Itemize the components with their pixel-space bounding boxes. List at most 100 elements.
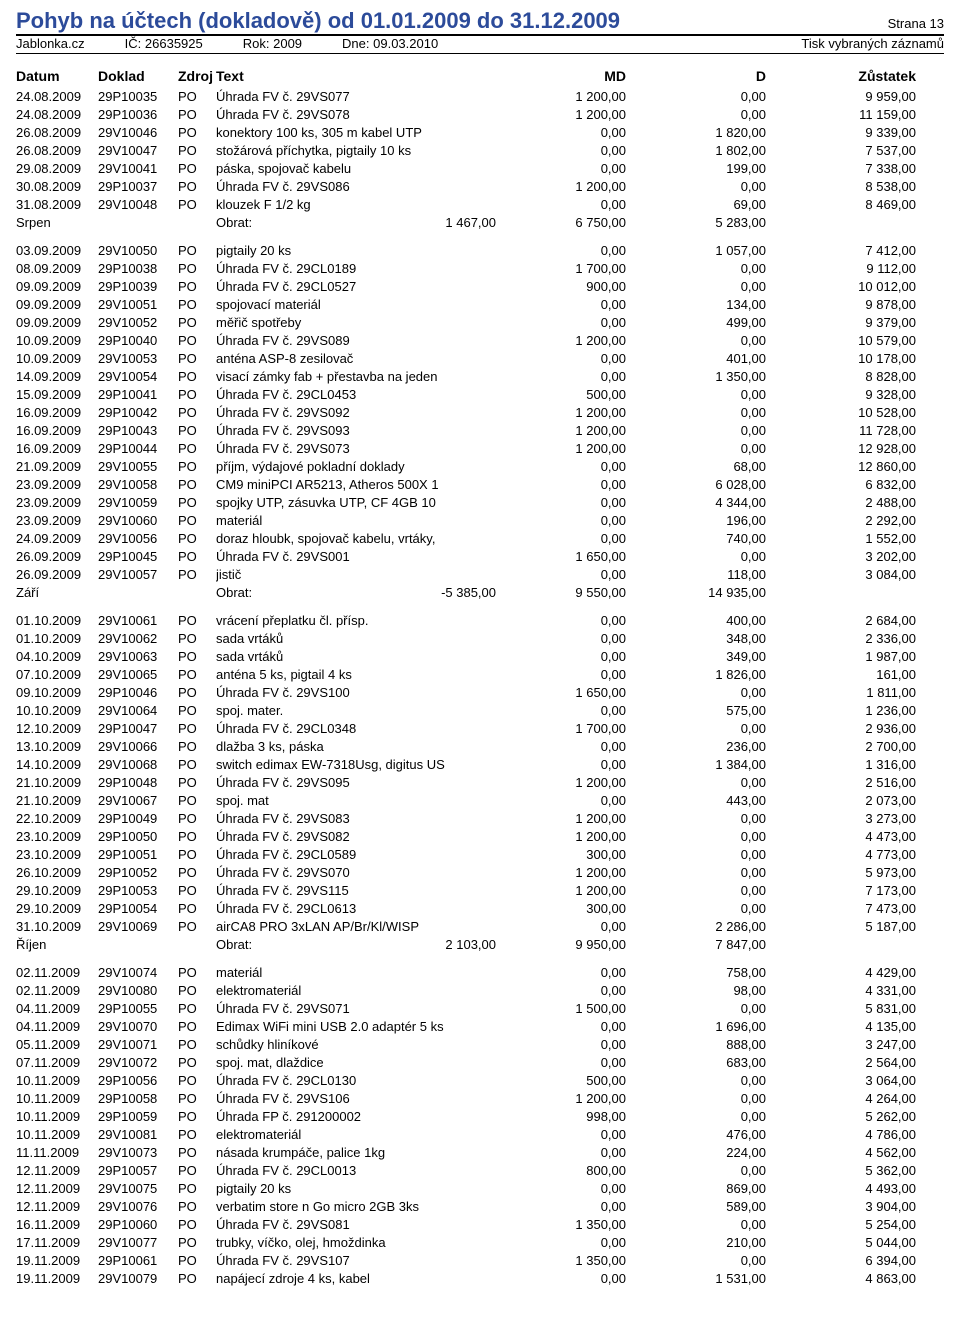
cell-zdroj: PO xyxy=(178,404,216,422)
cell-zdroj: PO xyxy=(178,900,216,918)
table-row: 26.09.200929P10045POÚhrada FV č. 29VS001… xyxy=(16,548,944,566)
cell-md: 0,00 xyxy=(496,648,626,666)
cell-d: 575,00 xyxy=(626,702,766,720)
table-row: 14.09.200929V10054POvisací zámky fab + p… xyxy=(16,368,944,386)
subtotal-obrat-label: Obrat: xyxy=(216,214,336,232)
cell-datum: 14.09.2009 xyxy=(16,368,98,386)
cell-text: Úhrada FV č. 29VS071 xyxy=(216,1000,496,1018)
cell-zustatek: 2 292,00 xyxy=(766,512,916,530)
cell-text: Úhrada FV č. 29VS095 xyxy=(216,774,496,792)
table-row: 10.09.200929V10053POanténa ASP-8 zesilov… xyxy=(16,350,944,368)
table-row: 23.10.200929P10050POÚhrada FV č. 29VS082… xyxy=(16,828,944,846)
cell-zdroj: PO xyxy=(178,810,216,828)
col-header-md: MD xyxy=(496,68,626,84)
cell-doklad: 29V10050 xyxy=(98,242,178,260)
cell-md: 0,00 xyxy=(496,1018,626,1036)
table-row: 19.11.200929V10079POnapájecí zdroje 4 ks… xyxy=(16,1270,944,1288)
cell-zustatek: 11 159,00 xyxy=(766,106,916,124)
cell-zdroj: PO xyxy=(178,792,216,810)
cell-zustatek: 12 860,00 xyxy=(766,458,916,476)
cell-zustatek: 1 316,00 xyxy=(766,756,916,774)
cell-md: 0,00 xyxy=(496,756,626,774)
table-row: 12.11.200929V10076POverbatim store n Go … xyxy=(16,1198,944,1216)
cell-datum: 16.09.2009 xyxy=(16,404,98,422)
company-name: Jablonka.cz xyxy=(16,36,85,51)
cell-doklad: 29V10055 xyxy=(98,458,178,476)
cell-md: 0,00 xyxy=(496,160,626,178)
cell-text: Úhrada FV č. 29VS073 xyxy=(216,440,496,458)
cell-zdroj: PO xyxy=(178,1072,216,1090)
cell-datum: 29.10.2009 xyxy=(16,882,98,900)
cell-text: Úhrada FV č. 29VS089 xyxy=(216,332,496,350)
table-row: 26.10.200929P10052POÚhrada FV č. 29VS070… xyxy=(16,864,944,882)
cell-d: 210,00 xyxy=(626,1234,766,1252)
cell-d: 0,00 xyxy=(626,1252,766,1270)
cell-zustatek: 4 562,00 xyxy=(766,1144,916,1162)
cell-zdroj: PO xyxy=(178,630,216,648)
cell-d: 0,00 xyxy=(626,684,766,702)
cell-md: 500,00 xyxy=(496,1072,626,1090)
cell-zdroj: PO xyxy=(178,422,216,440)
cell-text: Úhrada FV č. 29VS107 xyxy=(216,1252,496,1270)
cell-d: 869,00 xyxy=(626,1180,766,1198)
cell-zdroj: PO xyxy=(178,1270,216,1288)
cell-text: konektory 100 ks, 305 m kabel UTP xyxy=(216,124,496,142)
cell-doklad: 29V10069 xyxy=(98,918,178,936)
cell-datum: 10.11.2009 xyxy=(16,1090,98,1108)
cell-md: 0,00 xyxy=(496,792,626,810)
cell-zustatek: 9 379,00 xyxy=(766,314,916,332)
cell-doklad: 29V10075 xyxy=(98,1180,178,1198)
cell-zustatek: 161,00 xyxy=(766,666,916,684)
cell-datum: 21.10.2009 xyxy=(16,792,98,810)
cell-doklad: 29P10044 xyxy=(98,440,178,458)
table-row: 12.10.200929P10047POÚhrada FV č. 29CL034… xyxy=(16,720,944,738)
cell-datum: 23.09.2009 xyxy=(16,512,98,530)
cell-doklad: 29V10076 xyxy=(98,1198,178,1216)
cell-datum: 24.08.2009 xyxy=(16,106,98,124)
page-number: Strana 13 xyxy=(888,16,944,31)
subtotal-row: SrpenObrat:1 467,006 750,005 283,00 xyxy=(16,214,944,232)
cell-doklad: 29V10052 xyxy=(98,314,178,332)
cell-doklad: 29P10036 xyxy=(98,106,178,124)
col-header-text: Text xyxy=(216,68,496,84)
cell-text: materiál xyxy=(216,964,496,982)
cell-zustatek: 1 236,00 xyxy=(766,702,916,720)
table-row: 22.10.200929P10049POÚhrada FV č. 29VS083… xyxy=(16,810,944,828)
cell-zustatek: 7 412,00 xyxy=(766,242,916,260)
cell-zdroj: PO xyxy=(178,458,216,476)
cell-doklad: 29V10073 xyxy=(98,1144,178,1162)
subtotal-d: 7 847,00 xyxy=(626,936,766,954)
cell-md: 1 350,00 xyxy=(496,1216,626,1234)
cell-d: 224,00 xyxy=(626,1144,766,1162)
cell-md: 0,00 xyxy=(496,314,626,332)
cell-d: 589,00 xyxy=(626,1198,766,1216)
cell-text: klouzek F 1/2 kg xyxy=(216,196,496,214)
table-row: 30.08.200929P10037POÚhrada FV č. 29VS086… xyxy=(16,178,944,196)
cell-md: 1 650,00 xyxy=(496,548,626,566)
cell-d: 888,00 xyxy=(626,1036,766,1054)
cell-zdroj: PO xyxy=(178,738,216,756)
cell-d: 0,00 xyxy=(626,548,766,566)
cell-datum: 02.11.2009 xyxy=(16,964,98,982)
cell-doklad: 29P10035 xyxy=(98,88,178,106)
cell-zdroj: PO xyxy=(178,566,216,584)
cell-text: sada vrtáků xyxy=(216,630,496,648)
cell-d: 0,00 xyxy=(626,404,766,422)
cell-text: Úhrada FV č. 29VS086 xyxy=(216,178,496,196)
cell-zdroj: PO xyxy=(178,142,216,160)
subtotal-zust xyxy=(766,214,916,232)
cell-zustatek: 4 135,00 xyxy=(766,1018,916,1036)
cell-datum: 29.08.2009 xyxy=(16,160,98,178)
cell-zustatek: 2 684,00 xyxy=(766,612,916,630)
cell-text: násada krumpáče, palice 1kg xyxy=(216,1144,496,1162)
cell-text: Úhrada FP č. 291200002 xyxy=(216,1108,496,1126)
cell-text: Úhrada FV č. 29CL0589 xyxy=(216,846,496,864)
cell-d: 134,00 xyxy=(626,296,766,314)
cell-text: sada vrtáků xyxy=(216,648,496,666)
cell-doklad: 29V10074 xyxy=(98,964,178,982)
cell-text: visací zámky fab + přestavba na jeden xyxy=(216,368,496,386)
cell-zdroj: PO xyxy=(178,648,216,666)
cell-doklad: 29P10057 xyxy=(98,1162,178,1180)
cell-zustatek: 7 537,00 xyxy=(766,142,916,160)
table-row: 08.09.200929P10038POÚhrada FV č. 29CL018… xyxy=(16,260,944,278)
